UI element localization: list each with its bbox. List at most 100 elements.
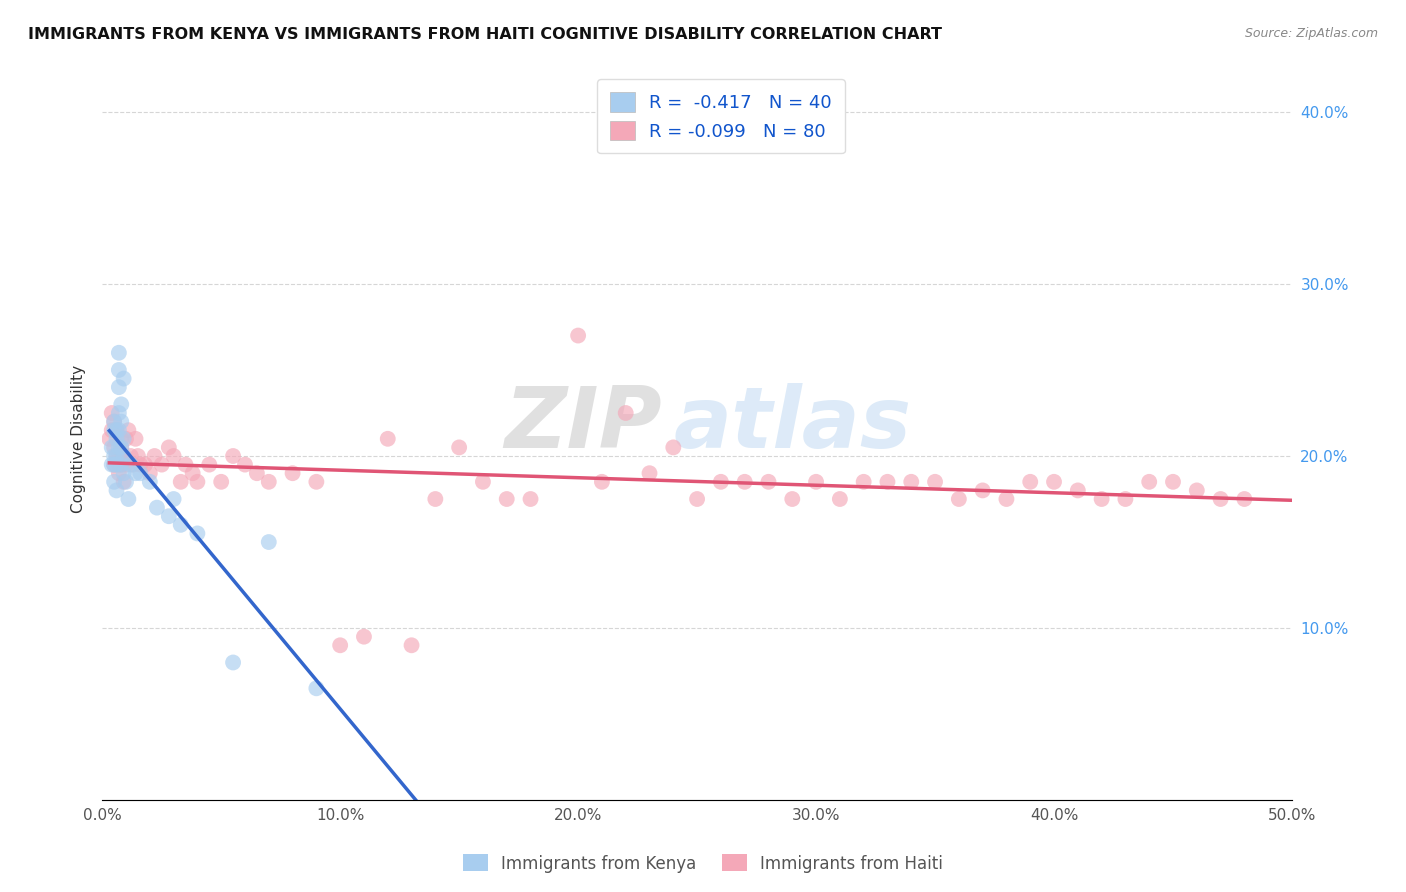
Point bbox=[122, 458, 145, 472]
Point bbox=[924, 475, 946, 489]
Point bbox=[103, 458, 125, 472]
Point bbox=[186, 475, 208, 489]
Point bbox=[567, 328, 589, 343]
Point bbox=[209, 475, 232, 489]
Point bbox=[401, 638, 423, 652]
Point bbox=[103, 415, 125, 429]
Point bbox=[734, 475, 756, 489]
Point bbox=[112, 432, 135, 446]
Point bbox=[105, 483, 128, 498]
Point bbox=[110, 458, 132, 472]
Point bbox=[186, 526, 208, 541]
Point bbox=[134, 458, 156, 472]
Point bbox=[146, 500, 169, 515]
Point bbox=[98, 432, 121, 446]
Point bbox=[105, 449, 128, 463]
Point bbox=[108, 380, 131, 394]
Point bbox=[1114, 491, 1136, 506]
Point bbox=[257, 535, 280, 549]
Point bbox=[100, 441, 122, 455]
Point bbox=[1137, 475, 1160, 489]
Point bbox=[139, 475, 162, 489]
Point bbox=[804, 475, 827, 489]
Point bbox=[100, 458, 122, 472]
Point bbox=[105, 458, 128, 472]
Point bbox=[638, 467, 661, 481]
Point bbox=[108, 449, 131, 463]
Point bbox=[377, 432, 399, 446]
Point bbox=[852, 475, 875, 489]
Point bbox=[353, 630, 375, 644]
Point bbox=[662, 441, 685, 455]
Point bbox=[105, 423, 128, 437]
Point bbox=[281, 467, 304, 481]
Point bbox=[425, 491, 447, 506]
Legend: R =  -0.417   N = 40, R = -0.099   N = 80: R = -0.417 N = 40, R = -0.099 N = 80 bbox=[598, 79, 845, 153]
Point bbox=[1067, 483, 1090, 498]
Point bbox=[329, 638, 352, 652]
Point bbox=[198, 458, 221, 472]
Point bbox=[110, 432, 132, 446]
Point bbox=[103, 475, 125, 489]
Point bbox=[108, 406, 131, 420]
Point bbox=[222, 656, 245, 670]
Point bbox=[120, 449, 142, 463]
Point bbox=[1209, 491, 1232, 506]
Point bbox=[110, 458, 132, 472]
Point bbox=[112, 449, 135, 463]
Point bbox=[495, 491, 517, 506]
Point bbox=[129, 467, 152, 481]
Point bbox=[686, 491, 709, 506]
Point bbox=[110, 441, 132, 455]
Point bbox=[876, 475, 898, 489]
Point bbox=[233, 458, 256, 472]
Point bbox=[129, 458, 152, 472]
Point bbox=[117, 491, 139, 506]
Point bbox=[143, 449, 166, 463]
Point bbox=[471, 475, 494, 489]
Point bbox=[828, 491, 851, 506]
Point bbox=[112, 449, 135, 463]
Point bbox=[100, 423, 122, 437]
Point bbox=[139, 467, 162, 481]
Point bbox=[162, 491, 184, 506]
Point bbox=[1185, 483, 1208, 498]
Point bbox=[124, 432, 146, 446]
Point bbox=[103, 449, 125, 463]
Point bbox=[170, 475, 193, 489]
Point bbox=[710, 475, 733, 489]
Point bbox=[519, 491, 541, 506]
Text: Source: ZipAtlas.com: Source: ZipAtlas.com bbox=[1244, 27, 1378, 40]
Point bbox=[105, 449, 128, 463]
Point bbox=[150, 458, 173, 472]
Point bbox=[115, 458, 138, 472]
Point bbox=[124, 467, 146, 481]
Point bbox=[108, 458, 131, 472]
Point bbox=[1233, 491, 1256, 506]
Point bbox=[103, 415, 125, 429]
Point bbox=[948, 491, 970, 506]
Point bbox=[105, 423, 128, 437]
Point bbox=[222, 449, 245, 463]
Point bbox=[110, 415, 132, 429]
Text: ZIP: ZIP bbox=[503, 383, 661, 466]
Point bbox=[108, 363, 131, 377]
Point bbox=[162, 449, 184, 463]
Point bbox=[1161, 475, 1184, 489]
Point bbox=[103, 458, 125, 472]
Point bbox=[449, 441, 471, 455]
Text: IMMIGRANTS FROM KENYA VS IMMIGRANTS FROM HAITI COGNITIVE DISABILITY CORRELATION : IMMIGRANTS FROM KENYA VS IMMIGRANTS FROM… bbox=[28, 27, 942, 42]
Point bbox=[995, 491, 1018, 506]
Point bbox=[117, 423, 139, 437]
Point bbox=[782, 491, 804, 506]
Point bbox=[614, 406, 637, 420]
Point bbox=[174, 458, 197, 472]
Point bbox=[115, 475, 138, 489]
Point bbox=[1019, 475, 1042, 489]
Point bbox=[112, 475, 135, 489]
Point bbox=[170, 517, 193, 532]
Point bbox=[112, 371, 135, 385]
Point bbox=[246, 467, 269, 481]
Point bbox=[110, 441, 132, 455]
Point bbox=[105, 432, 128, 446]
